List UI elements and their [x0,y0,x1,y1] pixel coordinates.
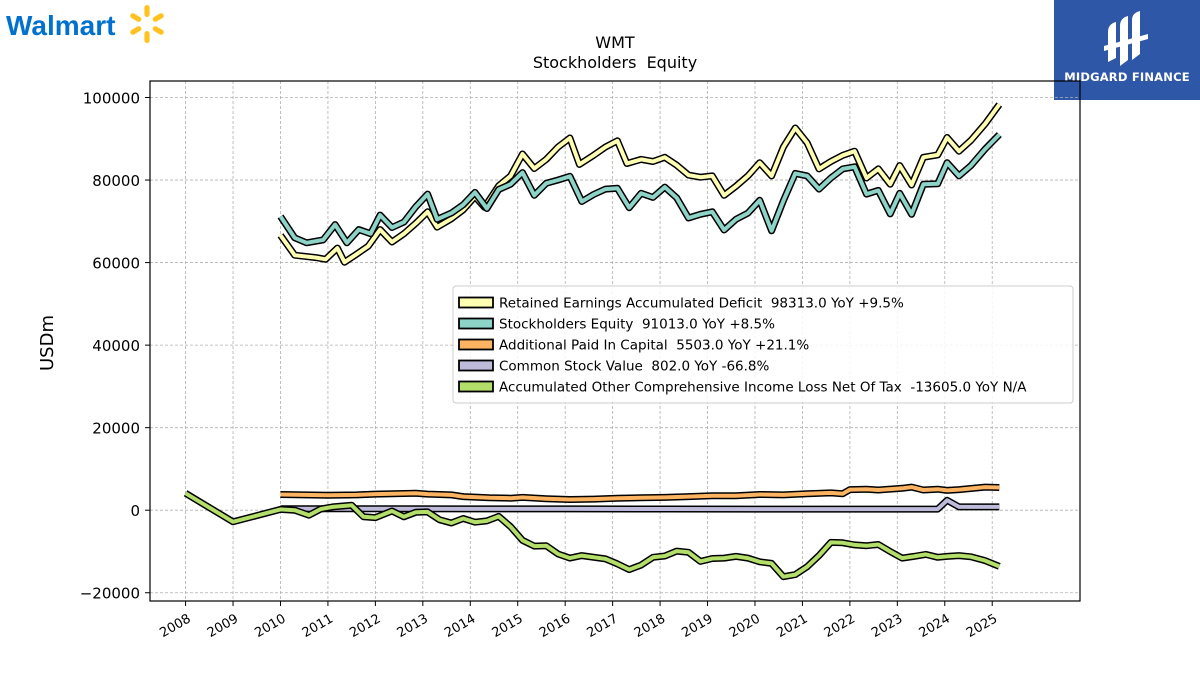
chart-title: WMT [595,33,635,52]
y-tick-label: 60000 [92,255,140,273]
walmart-logo-text: Walmart [6,10,115,41]
series-additional-paid-in-capital-line [280,485,1000,502]
legend-entry: Stockholders Equity 91013.0 YoY +8.5% [499,317,775,333]
plot-frame [149,80,1081,602]
x-tick-label: 2010 [252,611,288,641]
legend: Retained Earnings Accumulated Deficit 98… [452,285,1074,404]
midgard-finance-logo: MIDGARD FINANCE [1054,0,1200,100]
x-tick-label: 2018 [632,611,668,641]
legend-box [452,285,1074,404]
x-tick-label: 2021 [774,611,810,641]
series-accumulated-other-comprehensive-income-loss-net-of-tax-line [184,491,1001,579]
x-tick-label: 2008 [157,611,193,641]
x-tick-label: 2009 [205,611,241,641]
walmart-logo: Walmart [6,4,176,48]
x-tick-label: 2017 [584,611,620,641]
series-stockholders-equity-outline [277,132,1002,247]
legend-swatch [458,338,494,351]
x-tick-label: 2011 [300,611,336,641]
series-stockholders-equity-line [278,133,1001,245]
x-tick-label: 2019 [679,611,715,641]
x-tick-label: 2020 [727,611,763,641]
x-tick-label: 2016 [537,611,573,641]
midgard-logo-icon [1104,11,1148,66]
y-tick-label: 40000 [92,337,140,355]
legend-swatch [458,380,494,393]
y-tick-label: −20000 [80,585,140,603]
series-lines [183,102,1003,581]
x-tick-label: 2013 [395,611,431,641]
x-tick-label: 2012 [347,611,383,641]
x-tick-label: 2025 [964,611,1000,641]
y-axis-label: USDm [37,315,58,371]
series-common-stock-value-line [280,498,1000,512]
x-tick-label: 2024 [917,611,953,641]
legend-entry: Retained Earnings Accumulated Deficit 98… [499,296,904,312]
midgard-logo-text: MIDGARD FINANCE [1064,70,1190,84]
legend-swatch [458,359,494,372]
walmart-spark-icon [130,5,164,43]
x-tick-label: 2014 [442,611,478,641]
y-tick-label: 0 [130,502,140,520]
x-tick-label: 2023 [869,611,905,641]
legend-entry: Accumulated Other Comprehensive Income L… [499,380,1027,396]
series-retained-earnings-accumulated-deficit-line [278,103,1001,265]
legend-entry: Common Stock Value 802.0 YoY -66.8% [499,359,770,375]
y-tick-label: 80000 [92,172,140,190]
legend-swatch [458,296,494,309]
legend-entry: Additional Paid In Capital 5503.0 YoY +2… [499,338,809,354]
y-tick-label: 100000 [83,90,140,108]
legend-swatch [458,317,494,330]
y-tick-label: 20000 [92,420,140,438]
x-tick-label: 2022 [822,611,858,641]
x-tick-label: 2015 [490,611,526,641]
chart-subtitle: Stockholders Equity [533,53,697,72]
